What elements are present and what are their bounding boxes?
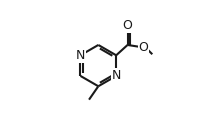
Text: O: O xyxy=(139,40,148,54)
Text: N: N xyxy=(111,69,121,82)
Text: O: O xyxy=(123,19,132,32)
Text: N: N xyxy=(76,49,85,62)
